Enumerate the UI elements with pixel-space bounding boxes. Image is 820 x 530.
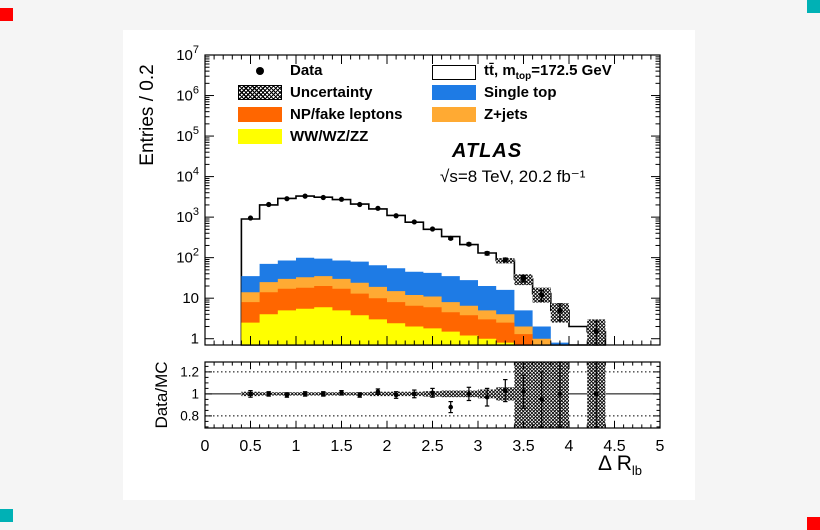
ttbar-swatch-icon — [432, 64, 476, 80]
x-axis-title: Δ Rlb — [598, 452, 642, 478]
legend-item-ttbar: tt̄, mtop=172.5 GeV — [432, 62, 612, 82]
legend-label-data: Data — [290, 62, 323, 79]
y-tick-label: 1 — [191, 331, 199, 348]
legend-item-uncertainty: Uncertainty — [238, 84, 373, 101]
y-axis-title-ratio: Data/MC — [152, 361, 171, 429]
x-tick-label: 2 — [383, 438, 392, 455]
x-tick-label: 4 — [565, 438, 574, 455]
legend-label-uncertainty: Uncertainty — [290, 84, 373, 101]
corner-marker-top-left — [0, 8, 13, 21]
ratio-tick-label: 0.8 — [180, 408, 199, 423]
y-tick-label: 103 — [176, 206, 199, 226]
x-tick-label: 4.5 — [603, 438, 625, 455]
x-tick-label: 2.5 — [421, 438, 443, 455]
y-tick-label: 106 — [176, 85, 199, 105]
legend-item-zjets: Z+jets — [432, 106, 528, 123]
legend-item-singletop: Single top — [432, 84, 557, 101]
npfake-swatch-icon — [238, 107, 282, 122]
ratio-uncertainty-band — [441, 390, 460, 398]
corner-marker-bottom-right — [807, 517, 820, 530]
legend-label-ttbar: tt̄, mtop=172.5 GeV — [484, 62, 612, 82]
ttbar-label-sub: top — [515, 71, 532, 82]
uncertainty-swatch-icon — [238, 85, 282, 100]
x-tick-label: 0.5 — [239, 438, 261, 455]
luminosity-label: √s=8 TeV, 20.2 fb⁻¹ — [440, 167, 586, 186]
data-marker-icon — [238, 62, 282, 79]
legend-label-singletop: Single top — [484, 84, 557, 101]
axis-ticks — [204, 54, 661, 428]
x-tick-label: 3.5 — [512, 438, 534, 455]
legend-label-diboson: WW/WZ/ZZ — [290, 128, 369, 145]
x-tick-label: 5 — [656, 438, 665, 455]
x-axis-title-text: Δ R — [598, 452, 632, 475]
main-panel — [204, 54, 661, 346]
data-dot-icon — [256, 67, 264, 75]
ratio-tick-label: 1.2 — [180, 364, 199, 379]
legend-item-data: Data — [238, 62, 323, 79]
x-tick-label: 1.5 — [330, 438, 352, 455]
y-tick-label: 107 — [176, 44, 199, 64]
ttbar-label-pre: tt̄, m — [484, 62, 516, 79]
legend-item-npfake: NP/fake leptons — [238, 106, 403, 123]
x-tick-label: 1 — [292, 438, 301, 455]
corner-marker-bottom-left — [0, 509, 13, 522]
corner-marker-top-right — [807, 0, 820, 13]
x-axis-title-subscript: lb — [631, 463, 642, 479]
atlas-label: ATLAS — [452, 140, 523, 162]
ttbar-label-post: =172.5 GeV — [531, 62, 612, 79]
diboson-stack — [241, 307, 606, 345]
y-tick-label: 104 — [176, 166, 199, 186]
legend-label-npfake: NP/fake leptons — [290, 106, 403, 123]
ratio-panel — [204, 361, 661, 429]
singletop-swatch-icon — [432, 85, 476, 100]
legend-item-diboson: WW/WZ/ZZ — [238, 128, 368, 145]
x-tick-label: 3 — [474, 438, 483, 455]
y-tick-label: 102 — [176, 247, 199, 267]
y-axis-title-main: Entries / 0.2 — [137, 64, 158, 166]
y-tick-label: 10 — [182, 290, 199, 307]
legend-label-zjets: Z+jets — [484, 106, 528, 123]
y-tick-label: 105 — [176, 125, 199, 145]
ratio-tick-label: 1 — [191, 386, 199, 401]
zjets-swatch-icon — [432, 107, 476, 122]
x-tick-label: 0 — [201, 438, 210, 455]
diboson-swatch-icon — [238, 129, 282, 144]
data-points — [247, 193, 599, 346]
